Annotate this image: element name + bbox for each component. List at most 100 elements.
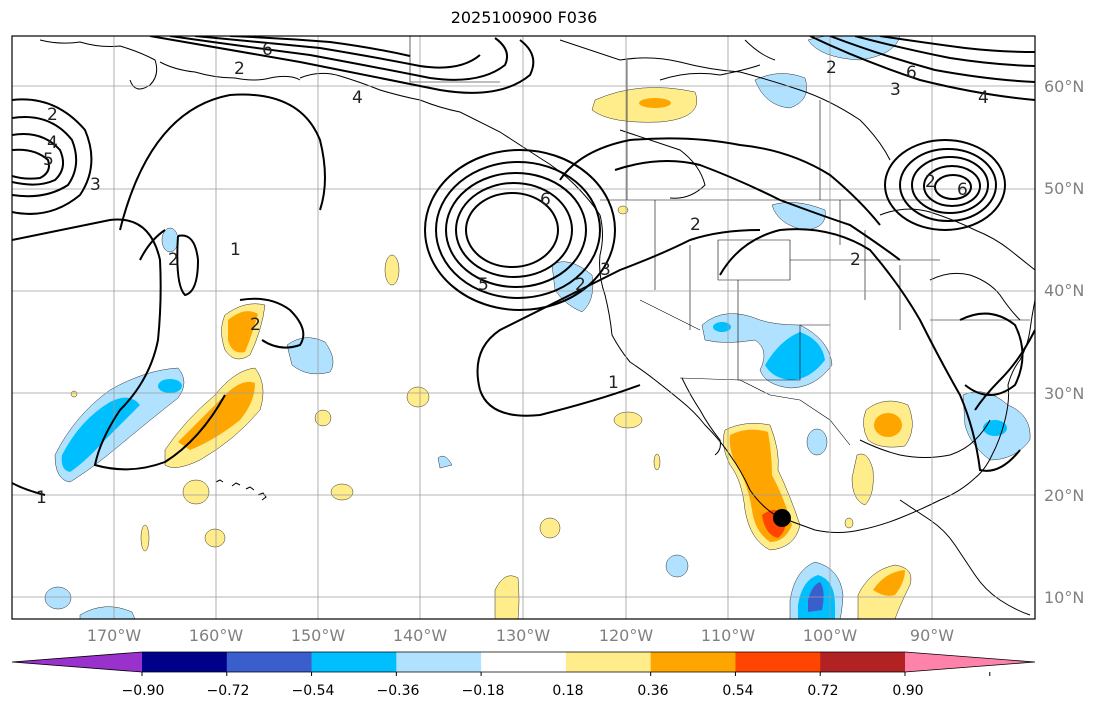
shade-lightblue: [44, 586, 72, 610]
shade-orange: [639, 98, 671, 108]
hawaii-islands: [215, 479, 267, 501]
contour-label: 3: [600, 260, 611, 280]
colorbar: [11, 651, 1036, 676]
lon-label: 140°W: [392, 626, 448, 645]
contour-label: 2: [850, 250, 861, 270]
lon-label: 150°W: [290, 626, 346, 645]
shade-lightblue: [806, 428, 828, 456]
shade-orange: [874, 413, 902, 437]
shade-yellow: [406, 386, 430, 408]
contour-label: 2: [690, 215, 701, 235]
contour-label: 2: [826, 58, 837, 78]
colorbar-extend-max: [905, 652, 1035, 672]
shade-yellow: [182, 479, 210, 505]
contour-label: 2: [168, 250, 179, 270]
lat-label: 10°N: [1044, 588, 1085, 607]
shade-yellow: [204, 528, 226, 548]
colorbar-tick-label: 0.36: [637, 683, 669, 699]
shade-yellow: [653, 453, 661, 471]
shade-yellow: [314, 409, 332, 427]
colorbar-tick-label: −0.18: [461, 683, 505, 699]
contour-label: 6: [957, 180, 968, 200]
contour-label: 5: [478, 275, 489, 295]
contour-label: 1: [608, 373, 619, 393]
contour-label: 2: [575, 275, 586, 295]
lat-label: 20°N: [1044, 486, 1085, 505]
colorbar-tick-label: −0.72: [206, 683, 250, 699]
lat-label: 60°N: [1044, 77, 1085, 96]
shade-yellow: [70, 390, 78, 398]
contour-labels: 6 2 4 2 4 5 3 1 2 2 6 5 2 3 1 2 6 4 2 3 …: [36, 40, 989, 508]
shade-yellow: [851, 453, 874, 506]
shade-lightblue: [437, 455, 453, 469]
storm-location-marker: [773, 509, 791, 527]
shade-yellow: [613, 411, 643, 429]
colorbar-segment: [142, 652, 228, 672]
shade-orange: [178, 381, 255, 450]
colorbar-extend-min: [12, 652, 142, 672]
colorbar-tick-label: 0.90: [892, 683, 924, 699]
colorbar-tick-label: 0.18: [552, 683, 584, 699]
shade-cyan: [765, 332, 825, 380]
lon-label: 130°W: [495, 626, 551, 645]
lat-label: 50°N: [1044, 179, 1085, 198]
colorbar-segment: [226, 652, 313, 672]
colorbar-tick-label: −0.36: [376, 683, 420, 699]
lon-label: 100°W: [802, 626, 858, 645]
colorbar-tick-label: 0.54: [722, 683, 754, 699]
contour-label: 1: [230, 240, 241, 260]
negative-anomaly-shading: [44, 36, 1031, 619]
shade-lightblue: [79, 606, 136, 619]
lon-label: 90°W: [909, 626, 955, 645]
colorbar-segment: [396, 652, 482, 672]
lon-label: 160°W: [188, 626, 244, 645]
map-frame: [11, 35, 1036, 620]
contour-label: 2: [234, 59, 245, 79]
colorbar-segment: [650, 652, 736, 672]
contour-label: 6: [262, 40, 273, 60]
shade-cyan: [61, 397, 140, 472]
lat-label: 30°N: [1044, 384, 1085, 403]
contour-label: 5: [43, 150, 54, 170]
lat-label: 40°N: [1044, 281, 1085, 300]
shade-orange: [873, 570, 905, 596]
contour-label: 3: [890, 80, 901, 100]
height-contours: [12, 36, 1035, 496]
contour-label: 3: [90, 175, 101, 195]
shade-lightblue: [286, 337, 334, 375]
colorbar-segment: [565, 652, 652, 672]
contour-label: 1: [36, 488, 47, 508]
colorbar-tick-label: −0.90: [121, 683, 165, 699]
contour-label: 4: [352, 88, 363, 108]
contour-label: 2: [925, 172, 936, 192]
lon-label: 110°W: [700, 626, 756, 645]
shade-yellow: [330, 483, 354, 501]
colorbar-segment: [820, 652, 906, 672]
shade-orange: [228, 311, 258, 353]
lon-label: 120°W: [598, 626, 654, 645]
shade-yellow: [539, 517, 561, 539]
contour-label: 6: [906, 63, 917, 83]
shade-yellow: [844, 517, 854, 529]
colorbar-segment: [481, 652, 567, 672]
contour-label: 2: [47, 105, 58, 125]
lon-label: 170°W: [86, 626, 142, 645]
shade-lightblue: [754, 73, 807, 109]
colorbar-tick-label: 0.72: [807, 683, 839, 699]
contour-label: 4: [47, 133, 58, 153]
colorbar-tick-label: −0.54: [291, 683, 335, 699]
political-borders: [409, 36, 1030, 446]
shade-lightblue: [771, 202, 826, 231]
shade-cyan: [713, 322, 731, 332]
graticule: [12, 36, 1035, 619]
contour-label: 2: [250, 315, 261, 335]
shade-cyan: [983, 420, 1007, 436]
contour-label: 6: [540, 190, 551, 210]
shade-cyan: [158, 379, 182, 393]
shade-yellow: [617, 205, 629, 215]
shade-lightblue: [665, 554, 689, 578]
colorbar-segment: [735, 652, 821, 672]
coastlines: [39, 39, 1035, 616]
colorbar-segment: [311, 652, 397, 672]
